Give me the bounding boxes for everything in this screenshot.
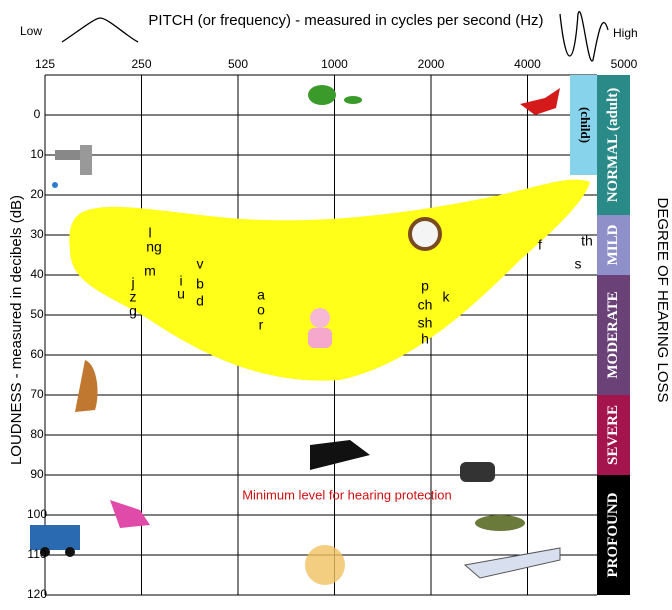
speech-sound: l [148, 225, 151, 241]
icons [30, 85, 561, 585]
hearing-loss-band [597, 475, 630, 595]
x-tick-label: 4000 [514, 57, 541, 71]
y-tick-label: 30 [30, 227, 44, 241]
speech-sound: p [421, 278, 429, 294]
x-tick-label: 250 [131, 57, 151, 71]
speech-sound: f [538, 237, 542, 253]
high-label: High [613, 26, 638, 40]
x-tick-label: 1000 [321, 57, 348, 71]
band-label: NORMAL (adult) [605, 88, 621, 203]
hearing-loss-band [597, 395, 630, 475]
speech-sound: th [581, 233, 593, 249]
x-tick-label: 5000 [611, 57, 638, 71]
speech-sound: d [196, 293, 204, 309]
x-tick-label: 500 [228, 57, 248, 71]
band-label: MODERATE [605, 291, 621, 378]
y-tick-label: 50 [30, 307, 44, 321]
band-label: PROFOUND [605, 492, 621, 577]
hearing-loss-band [597, 75, 630, 215]
hearing-loss-band [597, 215, 630, 275]
speech-sound: ch [418, 297, 433, 313]
annotation: Minimum level for hearing protection [242, 487, 452, 502]
speech-sound: s [575, 256, 582, 272]
high-wave [559, 11, 609, 62]
y-tick-label: 40 [30, 267, 44, 281]
speech-sound: z [130, 289, 137, 305]
speech-sound: a [257, 287, 265, 303]
speech-sound: h [421, 331, 429, 347]
low-wave [61, 17, 139, 43]
speech-sound: m [144, 263, 156, 279]
speech-sound: ng [146, 239, 162, 255]
speech-sound: sh [418, 315, 433, 331]
chart-title: PITCH (or frequency) - measured in cycle… [148, 12, 543, 29]
y2-axis-label: DEGREE OF HEARING LOSS [654, 197, 671, 402]
child-band-label: (child) [578, 107, 593, 143]
speech-sound: o [257, 302, 265, 318]
speech-sound: r [259, 317, 264, 333]
low-label: Low [20, 24, 42, 38]
speech-sound: j [130, 275, 134, 291]
y-tick-label: 20 [30, 187, 44, 201]
y-tick-label: 90 [30, 467, 44, 481]
y-tick-label: 60 [30, 347, 44, 361]
band-label: MILD [605, 224, 621, 265]
y-tick-label: 120 [27, 587, 47, 601]
speech-sound: i [179, 273, 182, 289]
y-tick-label: 80 [30, 427, 44, 441]
speech-sound: k [443, 289, 451, 305]
hearing-loss-band [597, 275, 630, 395]
band-label: SEVERE [605, 405, 621, 465]
child-band [570, 75, 597, 175]
y-tick-label: 10 [30, 147, 44, 161]
y-tick-label: 100 [27, 507, 47, 521]
x-tick-label: 125 [35, 57, 55, 71]
y-tick-label: 70 [30, 387, 44, 401]
speech-sound: v [197, 256, 204, 272]
speech-banana [69, 179, 591, 381]
speech-sound: g [129, 303, 137, 319]
y-axis-label: LOUDNESS - measured in decibels (dB) [8, 195, 25, 465]
speech-sound: b [196, 276, 204, 292]
speech-sound: u [177, 286, 185, 302]
y-tick-label: 0 [34, 107, 41, 121]
x-tick-label: 2000 [418, 57, 445, 71]
y-tick-label: 110 [27, 547, 46, 561]
